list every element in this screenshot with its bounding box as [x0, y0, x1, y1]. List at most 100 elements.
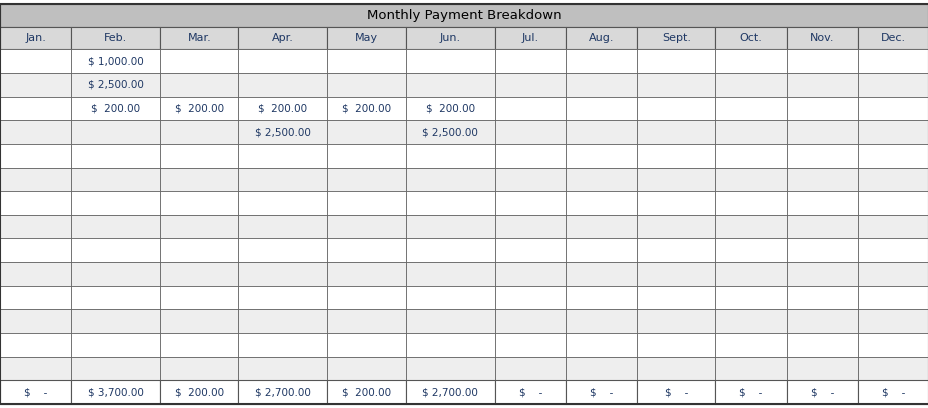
- Bar: [160, 262, 238, 286]
- Text: $    -: $ -: [809, 387, 833, 397]
- Text: $    -: $ -: [739, 387, 762, 397]
- Bar: [715, 357, 786, 380]
- Bar: [0, 73, 71, 97]
- Text: $  200.00: $ 200.00: [342, 103, 391, 113]
- Bar: [327, 144, 406, 168]
- Text: Sept.: Sept.: [661, 33, 690, 43]
- Bar: [406, 333, 495, 357]
- Bar: [71, 262, 160, 286]
- Bar: [495, 191, 565, 215]
- Text: $ 3,700.00: $ 3,700.00: [87, 387, 144, 397]
- Text: $  200.00: $ 200.00: [174, 387, 224, 397]
- Bar: [327, 262, 406, 286]
- Bar: [857, 73, 928, 97]
- Bar: [238, 144, 327, 168]
- Bar: [715, 309, 786, 333]
- Bar: [406, 286, 495, 309]
- Bar: [637, 49, 715, 73]
- Text: Jul.: Jul.: [522, 33, 538, 43]
- Bar: [857, 215, 928, 238]
- Text: $ 2,700.00: $ 2,700.00: [422, 387, 478, 397]
- Bar: [857, 380, 928, 404]
- Bar: [71, 120, 160, 144]
- Text: Aug.: Aug.: [588, 33, 613, 43]
- Bar: [327, 73, 406, 97]
- Bar: [715, 262, 786, 286]
- Bar: [495, 73, 565, 97]
- Bar: [637, 120, 715, 144]
- Bar: [786, 144, 857, 168]
- Bar: [495, 333, 565, 357]
- Bar: [160, 73, 238, 97]
- Bar: [238, 357, 327, 380]
- Text: $    -: $ -: [589, 387, 612, 397]
- Bar: [715, 286, 786, 309]
- Text: Apr.: Apr.: [272, 33, 293, 43]
- Bar: [857, 120, 928, 144]
- Bar: [495, 238, 565, 262]
- Bar: [0, 97, 71, 120]
- Bar: [786, 238, 857, 262]
- Bar: [327, 333, 406, 357]
- Bar: [857, 144, 928, 168]
- Bar: [857, 191, 928, 215]
- Bar: [238, 49, 327, 73]
- Text: $  200.00: $ 200.00: [91, 103, 140, 113]
- Bar: [160, 286, 238, 309]
- Bar: [715, 191, 786, 215]
- Text: $    -: $ -: [664, 387, 688, 397]
- Text: Jun.: Jun.: [439, 33, 460, 43]
- Text: Feb.: Feb.: [104, 33, 127, 43]
- Bar: [495, 27, 565, 49]
- Bar: [495, 144, 565, 168]
- Text: Nov.: Nov.: [809, 33, 833, 43]
- Bar: [0, 191, 71, 215]
- Bar: [238, 238, 327, 262]
- Bar: [160, 238, 238, 262]
- Bar: [0, 144, 71, 168]
- Bar: [565, 168, 637, 191]
- Bar: [71, 27, 160, 49]
- Bar: [160, 27, 238, 49]
- Bar: [715, 144, 786, 168]
- Bar: [565, 49, 637, 73]
- Bar: [406, 238, 495, 262]
- Bar: [565, 191, 637, 215]
- Bar: [857, 27, 928, 49]
- Text: $    -: $ -: [24, 387, 47, 397]
- Bar: [786, 380, 857, 404]
- Bar: [786, 191, 857, 215]
- Bar: [565, 120, 637, 144]
- Bar: [406, 27, 495, 49]
- Text: $    -: $ -: [518, 387, 541, 397]
- Text: $  200.00: $ 200.00: [174, 103, 224, 113]
- Bar: [857, 97, 928, 120]
- Bar: [786, 168, 857, 191]
- Text: May: May: [354, 33, 378, 43]
- Bar: [238, 120, 327, 144]
- Text: Mar.: Mar.: [187, 33, 211, 43]
- Bar: [406, 49, 495, 73]
- Bar: [238, 27, 327, 49]
- Bar: [637, 144, 715, 168]
- Bar: [495, 120, 565, 144]
- Bar: [857, 262, 928, 286]
- Text: $  200.00: $ 200.00: [258, 103, 307, 113]
- Bar: [786, 357, 857, 380]
- Bar: [71, 49, 160, 73]
- Bar: [238, 73, 327, 97]
- Bar: [637, 333, 715, 357]
- Bar: [238, 97, 327, 120]
- Bar: [160, 333, 238, 357]
- Bar: [637, 215, 715, 238]
- Bar: [857, 49, 928, 73]
- Bar: [327, 97, 406, 120]
- Bar: [637, 262, 715, 286]
- Text: $ 1,000.00: $ 1,000.00: [88, 56, 144, 66]
- Bar: [0, 286, 71, 309]
- Bar: [238, 191, 327, 215]
- Bar: [0, 49, 71, 73]
- Bar: [0, 238, 71, 262]
- Text: $ 2,700.00: $ 2,700.00: [255, 387, 311, 397]
- Text: $  200.00: $ 200.00: [425, 103, 474, 113]
